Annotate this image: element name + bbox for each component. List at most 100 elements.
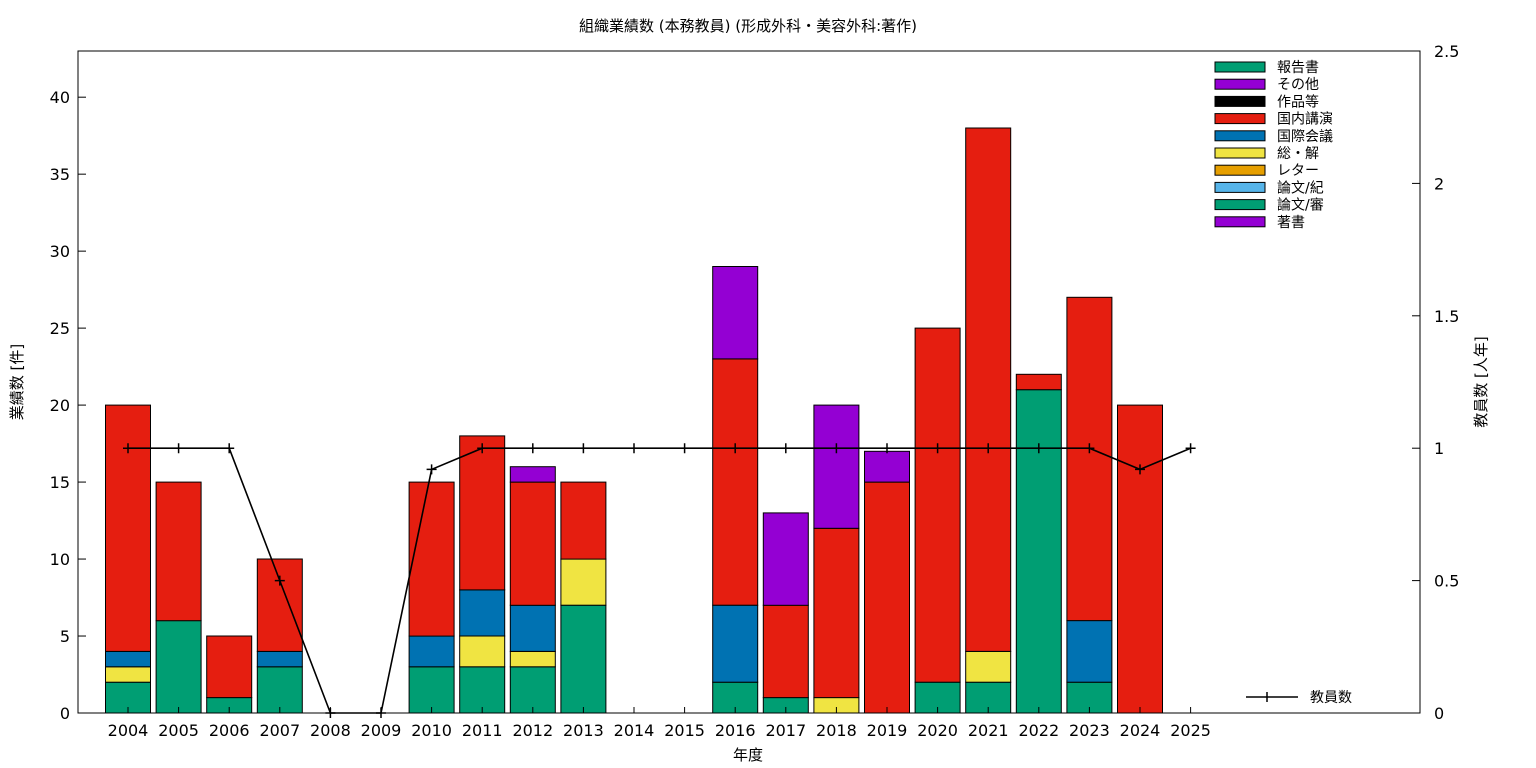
line-series-path bbox=[128, 447, 1191, 714]
bar-segment bbox=[762, 512, 809, 606]
line-point bbox=[426, 464, 437, 475]
y2-tick-label: 1.5 bbox=[1434, 307, 1459, 326]
bar-segment bbox=[965, 127, 1012, 652]
bar-segment bbox=[509, 650, 556, 668]
x-tick-label: 2004 bbox=[108, 721, 149, 740]
bar-segment bbox=[256, 650, 303, 668]
bar-segment bbox=[965, 650, 1012, 683]
y2-tick-label: 1 bbox=[1434, 439, 1444, 458]
bar-segment bbox=[864, 481, 910, 714]
line-point bbox=[123, 443, 133, 454]
legend-swatch bbox=[1214, 164, 1266, 176]
line-point bbox=[679, 443, 690, 454]
bar-segment bbox=[459, 635, 506, 668]
bar-segment bbox=[509, 466, 556, 483]
x-tick-label: 2012 bbox=[512, 721, 553, 740]
x-tick-label: 2013 bbox=[563, 721, 604, 740]
x-tick-label: 2020 bbox=[917, 721, 958, 740]
bar-segment bbox=[712, 358, 759, 606]
x-tick-label: 2024 bbox=[1120, 721, 1161, 740]
bar-segment bbox=[155, 481, 202, 622]
legend-line-label: 教員数 bbox=[1310, 690, 1352, 706]
bar-segment bbox=[712, 604, 759, 683]
x-tick-label: 2015 bbox=[664, 721, 705, 740]
bar-segment bbox=[560, 481, 607, 560]
x-tick-label: 2021 bbox=[968, 721, 1009, 740]
legend-swatch bbox=[1214, 95, 1266, 107]
y2-tick-label: 2 bbox=[1434, 174, 1444, 193]
y-tick-label: 30 bbox=[50, 242, 70, 261]
line-point bbox=[1033, 443, 1044, 454]
y-tick-label: 0 bbox=[60, 704, 70, 723]
bar-segment bbox=[408, 666, 455, 714]
line-point bbox=[1185, 443, 1196, 454]
x-tick-label: 2009 bbox=[361, 721, 402, 740]
line-point bbox=[1084, 443, 1095, 454]
line-point bbox=[477, 443, 488, 454]
line-point bbox=[629, 443, 639, 454]
y-tick-label: 40 bbox=[50, 88, 70, 107]
y2-axis-label: 教員数 [人年] bbox=[1472, 336, 1490, 427]
legend-label: 論文/紀 bbox=[1277, 180, 1324, 196]
x-tick-label: 2010 bbox=[411, 721, 452, 740]
bar-segment bbox=[459, 666, 506, 714]
legend-swatch bbox=[1214, 130, 1266, 142]
line-point bbox=[831, 443, 842, 454]
bar-segment bbox=[864, 450, 910, 483]
line-point bbox=[224, 443, 235, 454]
plot-frame bbox=[77, 50, 1421, 714]
line-point bbox=[527, 443, 538, 454]
legend-label: その他 bbox=[1277, 77, 1319, 93]
bar-segment bbox=[1066, 620, 1113, 683]
legend-label: レター bbox=[1277, 163, 1319, 179]
y-tick-label: 35 bbox=[50, 165, 70, 184]
bar-segment bbox=[1066, 296, 1113, 622]
bar-segment bbox=[155, 620, 202, 714]
legend-swatch bbox=[1214, 199, 1266, 211]
bar-segment bbox=[408, 481, 455, 637]
bar-segment bbox=[560, 604, 607, 714]
y2-tick-label: 2.5 bbox=[1434, 42, 1459, 61]
bar-segment bbox=[560, 558, 607, 606]
line-point bbox=[173, 443, 184, 454]
legend-label: 著書 bbox=[1277, 215, 1305, 231]
bar-segment bbox=[1015, 373, 1062, 391]
legend-swatch bbox=[1214, 181, 1266, 193]
legend-swatch bbox=[1214, 78, 1266, 90]
y-tick-label: 10 bbox=[50, 550, 70, 569]
bar-segment bbox=[762, 604, 809, 699]
bar-segment bbox=[408, 635, 455, 668]
line-series-group bbox=[123, 443, 1196, 718]
line-point bbox=[578, 443, 589, 454]
line-point bbox=[274, 575, 285, 586]
legend-label: 国際会議 bbox=[1277, 128, 1333, 145]
bar-segment bbox=[1117, 404, 1163, 714]
bar-segment bbox=[813, 527, 860, 699]
y2-tick-label: 0.5 bbox=[1434, 572, 1459, 591]
x-tick-label: 2019 bbox=[867, 721, 908, 740]
legend-label: 総・解 bbox=[1277, 146, 1319, 162]
legend-label: 論文/審 bbox=[1277, 198, 1324, 214]
bar-segment bbox=[459, 589, 506, 637]
y-axis-label: 業績数 [件] bbox=[8, 344, 26, 420]
chart-title: 組織業績数 (本務教員) (形成外科・美容外科:著作) bbox=[579, 17, 917, 35]
bar-segment bbox=[256, 558, 303, 652]
line-point bbox=[1135, 464, 1145, 475]
bar-segment bbox=[459, 435, 506, 591]
x-tick-label: 2017 bbox=[765, 721, 806, 740]
x-tick-label: 2025 bbox=[1170, 721, 1211, 740]
line-point bbox=[882, 443, 892, 454]
bar-segment bbox=[509, 666, 556, 714]
x-tick-label: 2005 bbox=[158, 721, 199, 740]
x-tick-label: 2007 bbox=[259, 721, 300, 740]
bar-segment bbox=[256, 666, 303, 714]
x-tick-label: 2023 bbox=[1069, 721, 1110, 740]
bar-segment bbox=[1015, 389, 1062, 714]
legend-swatch bbox=[1214, 61, 1266, 73]
x-tick-label: 2011 bbox=[462, 721, 503, 740]
y-tick-label: 5 bbox=[60, 627, 70, 646]
line-point bbox=[932, 443, 943, 454]
x-tick-label: 2022 bbox=[1018, 721, 1059, 740]
bar-segment bbox=[813, 404, 860, 529]
